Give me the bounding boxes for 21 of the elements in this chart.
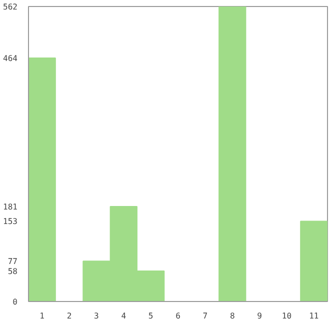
y-tick-label: 58 [8, 267, 18, 276]
x-tick-label: 8 [230, 312, 235, 320]
x-tick-label: 5 [148, 312, 154, 320]
x-tick-label: 6 [176, 312, 181, 320]
y-tick-label: 464 [3, 54, 18, 63]
bar [218, 6, 246, 302]
y-tick-label: 0 [12, 298, 18, 306]
x-tick-label: 9 [257, 312, 262, 320]
x-tick-label: 10 [282, 312, 292, 320]
x-tick-label: 2 [66, 312, 72, 320]
bar [28, 57, 56, 302]
bar [300, 220, 328, 302]
y-tick-label: 181 [3, 202, 18, 212]
x-tick-label: 1 [40, 312, 45, 320]
x-tick-label: 11 [309, 312, 319, 320]
x-tick-label: 7 [202, 312, 208, 320]
y-tick-label: 153 [3, 217, 18, 226]
x-tick-label: 3 [94, 312, 100, 320]
x-tick-label: 4 [121, 312, 126, 320]
y-tick-label: 562 [3, 2, 18, 12]
y-tick-label: 77 [8, 257, 18, 266]
